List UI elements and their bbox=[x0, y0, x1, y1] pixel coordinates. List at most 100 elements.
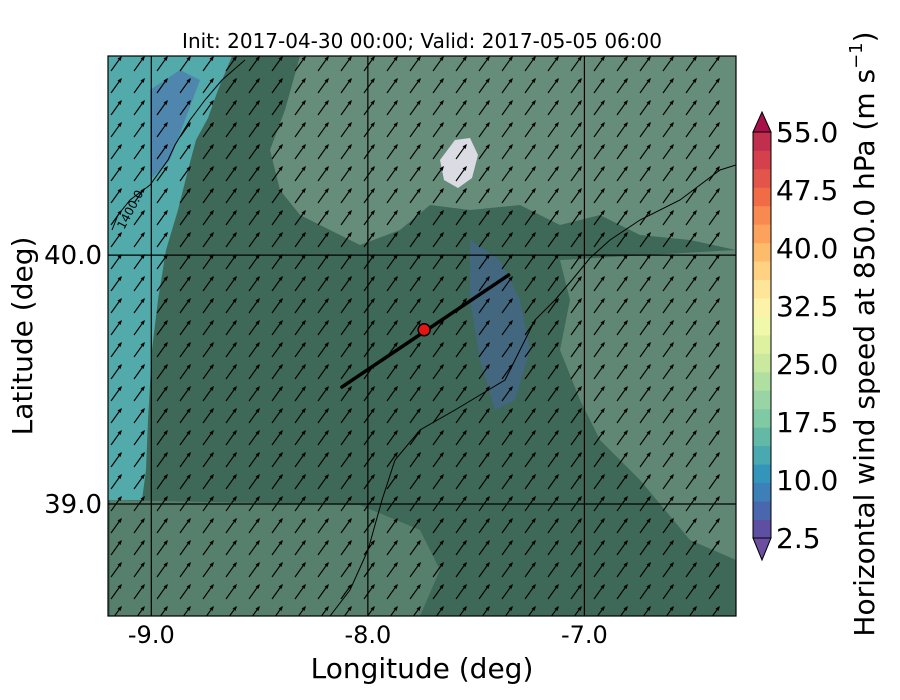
colorbar-segment bbox=[753, 261, 771, 281]
wind-arrow bbox=[570, 540, 582, 556]
wind-arrow bbox=[317, 364, 329, 380]
wind-arrow bbox=[708, 540, 720, 556]
wind-arrow bbox=[639, 518, 651, 534]
wind-arrow bbox=[317, 320, 329, 336]
wind-arrow bbox=[248, 166, 260, 182]
wind-arrow bbox=[524, 298, 536, 314]
wind-arrow bbox=[317, 100, 329, 116]
wind-arrow bbox=[524, 364, 536, 380]
wind-arrow bbox=[455, 518, 467, 534]
wind-arrow bbox=[593, 452, 605, 468]
wind-arrow bbox=[662, 232, 674, 248]
wind-arrow bbox=[202, 56, 214, 72]
wind-arrow bbox=[547, 562, 559, 578]
wind-arrow bbox=[478, 232, 490, 248]
wind-arrow bbox=[432, 276, 444, 292]
wind-arrow bbox=[478, 562, 490, 578]
wind-arrow bbox=[156, 144, 168, 160]
wind-arrow bbox=[501, 408, 513, 424]
wind-arrow bbox=[708, 232, 720, 248]
wind-arrow bbox=[547, 78, 559, 94]
x-tick-label: -7.0 bbox=[561, 621, 608, 649]
wind-arrow bbox=[708, 452, 720, 468]
wind-arrow bbox=[501, 518, 513, 534]
wind-arrow bbox=[455, 540, 467, 556]
wind-arrow bbox=[133, 144, 145, 160]
wind-arrow bbox=[225, 408, 237, 424]
wind-arrow bbox=[708, 474, 720, 490]
wind-arrow bbox=[225, 166, 237, 182]
wind-arrow bbox=[685, 276, 697, 292]
wind-arrow bbox=[343, 606, 352, 616]
wind-arrow bbox=[110, 320, 122, 336]
wind-arrow bbox=[202, 342, 214, 358]
wind-arrow bbox=[547, 56, 559, 72]
wind-arrow bbox=[202, 188, 214, 204]
wind-arrow bbox=[363, 386, 375, 402]
y-axis-label: Latitude (deg) bbox=[6, 237, 39, 436]
x-tick-label: -8.0 bbox=[344, 621, 391, 649]
wind-arrow bbox=[363, 584, 375, 600]
wind-arrow bbox=[547, 232, 559, 248]
wind-arrow bbox=[501, 276, 513, 292]
wind-arrow bbox=[225, 210, 237, 226]
wind-arrow bbox=[455, 276, 467, 292]
wind-arrow bbox=[271, 518, 283, 534]
wind-arrow bbox=[409, 408, 421, 424]
wind-arrow bbox=[458, 606, 467, 616]
wind-arrow bbox=[340, 122, 352, 138]
wind-arrow bbox=[363, 122, 375, 138]
wind-arrow bbox=[386, 452, 398, 468]
wind-arrow bbox=[294, 188, 306, 204]
wind-arrow bbox=[547, 540, 559, 556]
wind-arrow bbox=[455, 210, 467, 226]
wind-arrow bbox=[662, 364, 674, 380]
wind-arrow bbox=[110, 540, 122, 556]
wind-arrow bbox=[156, 584, 168, 600]
wind-arrow bbox=[685, 122, 697, 138]
wind-arrow bbox=[409, 518, 421, 534]
x-axis-label: Longitude (deg) bbox=[311, 652, 534, 685]
wind-arrow bbox=[159, 606, 168, 616]
wind-arrow bbox=[478, 540, 490, 556]
wind-arrow bbox=[432, 122, 444, 138]
wind-arrow bbox=[317, 56, 329, 72]
wind-arrow bbox=[179, 408, 191, 424]
wind-arrow bbox=[593, 364, 605, 380]
wind-arrow bbox=[133, 540, 145, 556]
wind-arrow bbox=[202, 364, 214, 380]
colorbar-segment bbox=[753, 316, 771, 336]
wind-arrow bbox=[271, 100, 283, 116]
wind-arrow bbox=[570, 276, 582, 292]
wind-arrow bbox=[616, 386, 628, 402]
wind-arrow bbox=[478, 474, 490, 490]
wind-arrow bbox=[133, 584, 145, 600]
wind-arrow bbox=[455, 386, 467, 402]
wind-arrow bbox=[685, 78, 697, 94]
colorbar-segment bbox=[753, 390, 771, 410]
y-tick-label: 40.0 bbox=[44, 241, 102, 271]
wind-arrow bbox=[593, 540, 605, 556]
wind-arrow bbox=[662, 386, 674, 402]
wind-arrow bbox=[547, 144, 559, 160]
wind-arrow bbox=[156, 562, 168, 578]
wind-arrow bbox=[616, 342, 628, 358]
wind-arrow bbox=[248, 452, 260, 468]
wind-arrow bbox=[593, 320, 605, 336]
wind-arrow bbox=[110, 122, 122, 138]
wind-arrow bbox=[110, 474, 122, 490]
wind-arrow bbox=[271, 540, 283, 556]
wind-arrow bbox=[432, 100, 444, 116]
wind-arrow bbox=[179, 166, 191, 182]
highland-region-south bbox=[110, 500, 440, 616]
wind-arrow bbox=[202, 408, 214, 424]
wind-arrow bbox=[524, 232, 536, 248]
wind-arrow bbox=[708, 364, 720, 380]
wind-arrow bbox=[271, 276, 283, 292]
wind-arrow bbox=[202, 452, 214, 468]
wind-arrow bbox=[110, 298, 122, 314]
wind-arrow bbox=[133, 166, 145, 182]
wind-arrow bbox=[478, 144, 490, 160]
wind-arrow bbox=[363, 474, 375, 490]
wind-arrow bbox=[271, 474, 283, 490]
